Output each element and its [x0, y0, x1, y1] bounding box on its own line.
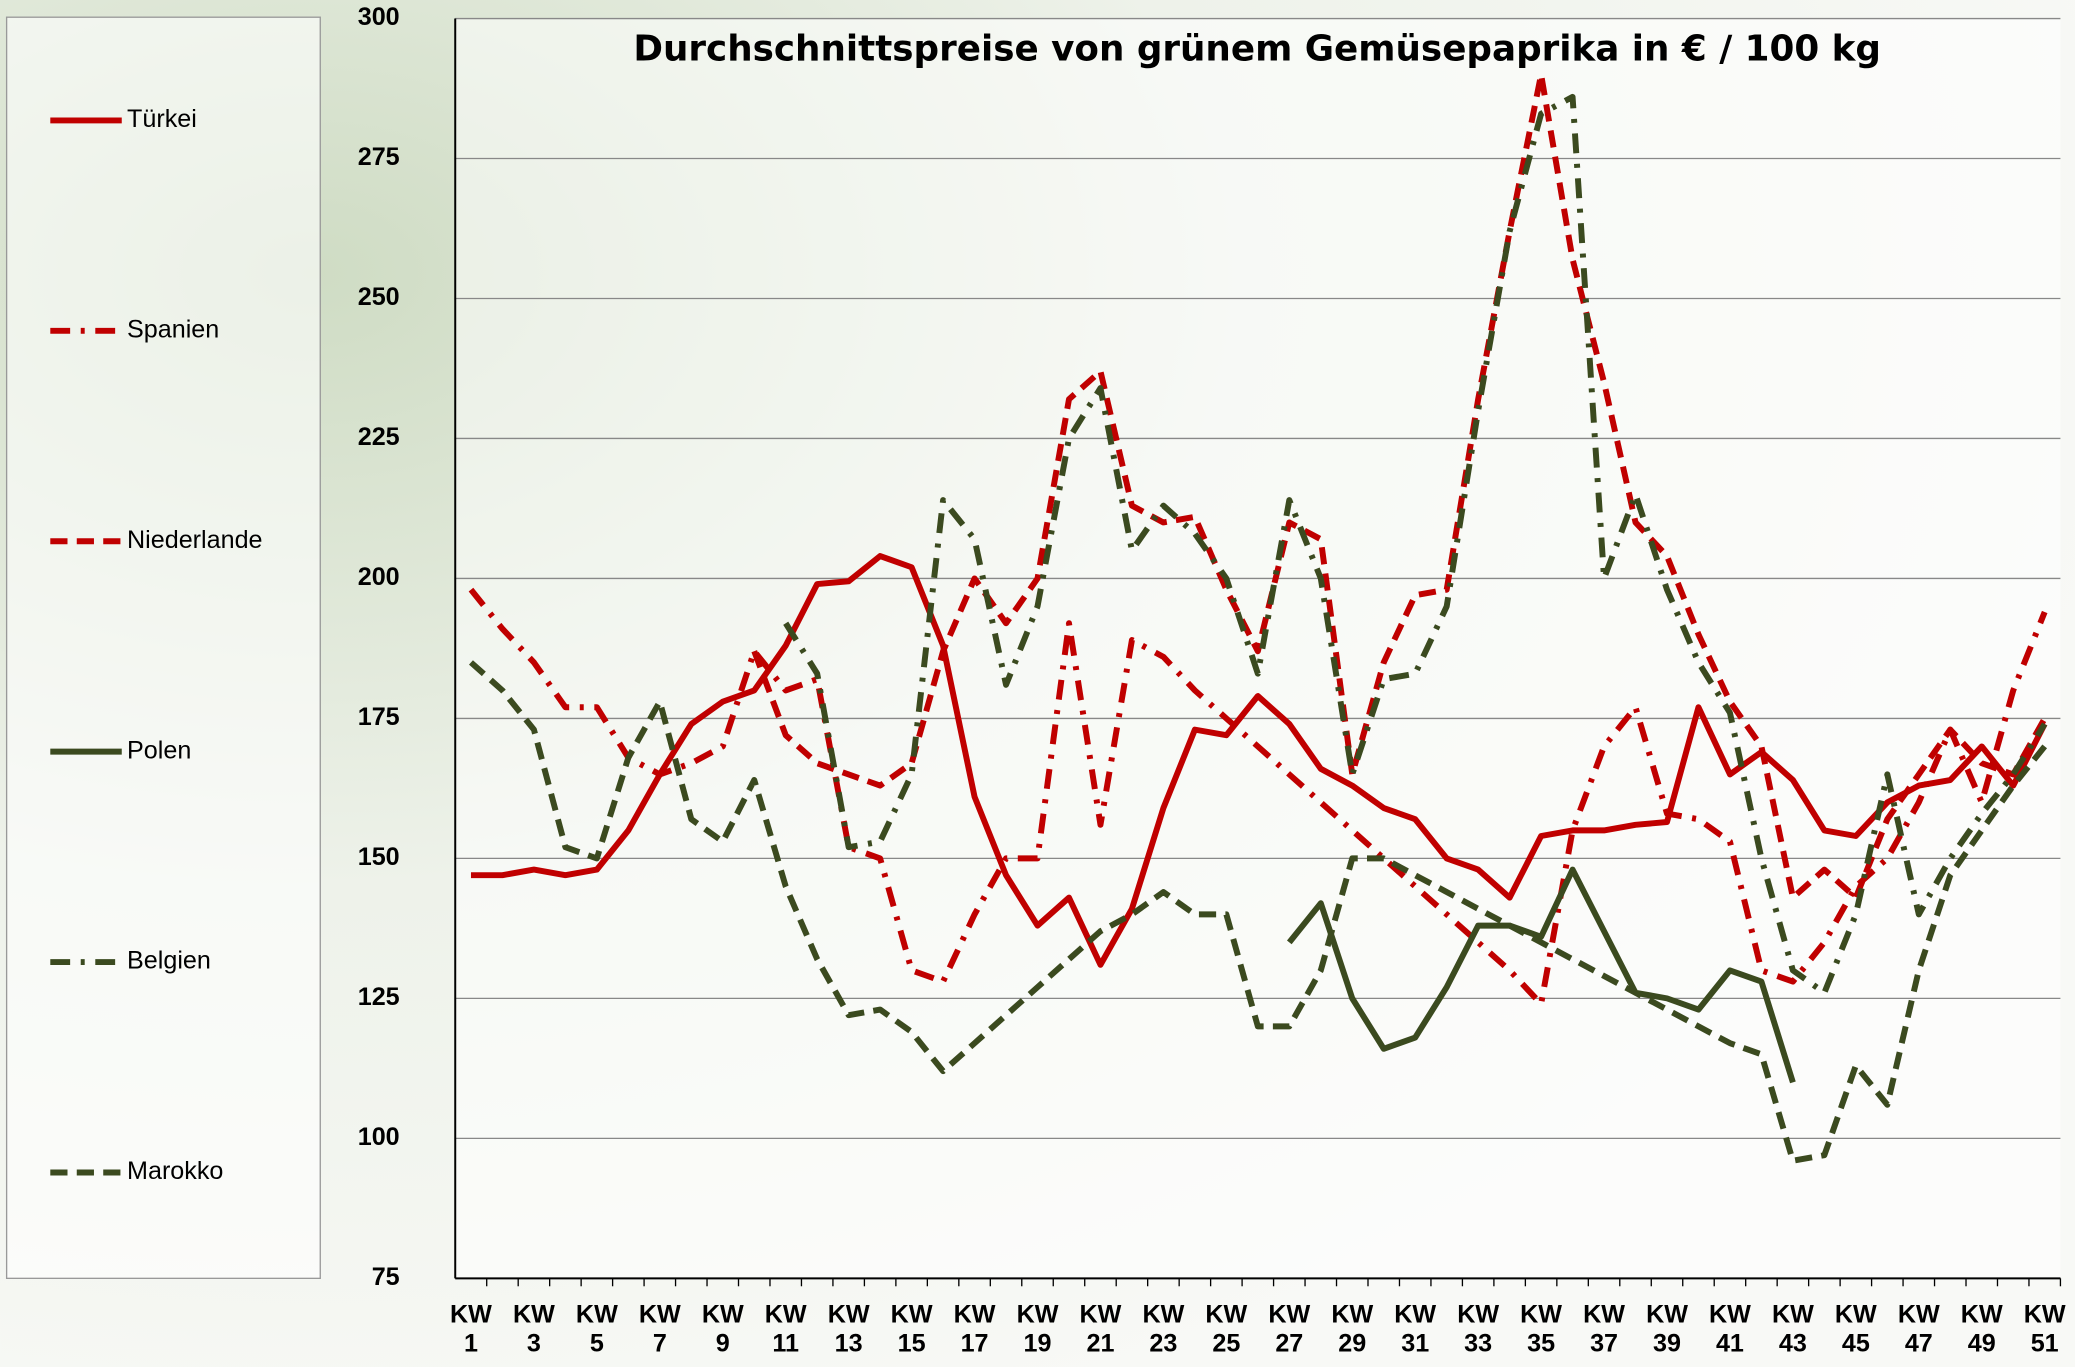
- legend-label: Polen: [127, 736, 191, 764]
- y-tick-label: 250: [358, 283, 400, 311]
- legend-label: Niederlande: [127, 526, 263, 554]
- legend-label: Marokko: [127, 1157, 223, 1185]
- y-tick-label: 150: [358, 843, 400, 871]
- y-tick-label: 300: [358, 3, 400, 31]
- y-tick-label: 75: [372, 1263, 400, 1291]
- y-tick-label: 200: [358, 563, 400, 591]
- chart-title: Durchschnittspreise von grünem Gemüsepap…: [633, 28, 1881, 69]
- legend-label: Türkei: [127, 105, 197, 133]
- legend-label: Belgien: [127, 947, 211, 975]
- y-tick-label: 125: [358, 983, 400, 1011]
- chart: Durchschnittspreise von grünem Gemüsepap…: [0, 0, 2075, 1367]
- y-tick-label: 100: [358, 1123, 400, 1151]
- legend-box: [7, 17, 321, 1278]
- y-tick-label: 275: [358, 143, 400, 171]
- y-tick-label: 175: [358, 703, 400, 731]
- y-tick-label: 225: [358, 423, 400, 451]
- legend-label: Spanien: [127, 315, 219, 343]
